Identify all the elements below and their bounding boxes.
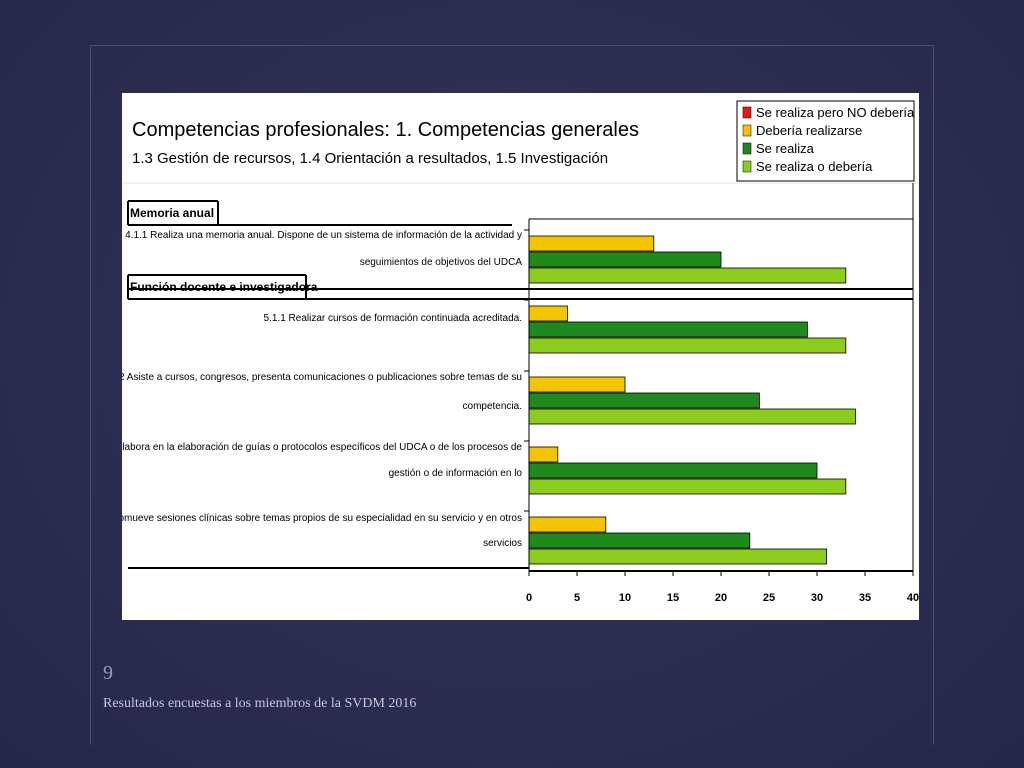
chart-legend: Se realiza pero NO debería Debería realiz…	[122, 100, 919, 184]
legend-box	[736, 100, 915, 182]
x-tick-label: 30	[811, 592, 823, 604]
category-label: 4.1.1 Realiza una memoria anual. Dispone…	[125, 230, 522, 241]
frame-line-right	[933, 45, 934, 745]
legend-label: Se realiza o debería	[756, 159, 873, 174]
chart-subtitle: 1.3 Gestión de recursos, 1.4 Orientación…	[132, 150, 608, 167]
x-tick-label: 5	[574, 592, 580, 604]
x-tick-label: 25	[763, 592, 775, 604]
bar	[528, 305, 568, 322]
category-label: 5.1.4 Promueve sesiones clínicas sobre t…	[122, 513, 522, 524]
chart-image: Competencias profesionales: 1. Competenc…	[122, 93, 919, 620]
x-tick-label: 20	[715, 592, 727, 604]
x-tick-label: 40	[907, 592, 919, 604]
x-tick-label: 0	[526, 592, 532, 604]
legend-swatch	[742, 142, 752, 155]
x-tick-label: 15	[667, 592, 679, 604]
category-labels: 4.1.1 Realiza una memoria anual. Dispone…	[122, 229, 529, 549]
legend-swatch	[742, 106, 752, 119]
bar	[528, 337, 847, 354]
x-tick-label: 10	[619, 592, 631, 604]
bar	[528, 478, 847, 495]
x-tick-label: 35	[859, 592, 871, 604]
section-title: Memoria anual	[130, 206, 214, 220]
section-title: Función docente e investigadora	[130, 280, 318, 294]
category-label: 5.1.2 Asiste a cursos, congresos, presen…	[122, 372, 522, 383]
bar	[528, 235, 655, 252]
legend-label: Se realiza	[756, 141, 815, 156]
bar	[528, 532, 751, 549]
bars	[528, 235, 856, 565]
category-label: 5.1.1 Realizar cursos de formación conti…	[264, 313, 522, 324]
bar	[528, 548, 828, 565]
bar	[528, 462, 818, 479]
legend-swatch	[742, 124, 752, 137]
bar	[528, 251, 722, 268]
category-label: competencia.	[463, 401, 522, 412]
legend-label: Debería realizarse	[756, 123, 862, 138]
legend-swatch	[742, 160, 752, 173]
frame-line-top	[90, 45, 934, 46]
x-axis: 0 5 10 15 20 25 30 35 40	[128, 183, 919, 604]
bar	[528, 321, 808, 338]
bar	[528, 267, 847, 284]
bar	[528, 392, 760, 409]
category-label: servicios	[483, 538, 522, 549]
bar	[528, 446, 559, 463]
chart-title: Competencias profesionales: 1. Competenc…	[132, 119, 639, 141]
bar-chart: Competencias profesionales: 1. Competenc…	[122, 100, 919, 604]
page-number: 9	[103, 662, 113, 684]
category-label: seguimientos de objetivos del UDCA	[360, 257, 523, 268]
category-label: 5.1.3 Colabora en la elaboración de guía…	[122, 442, 522, 453]
category-label: gestión o de información en lo	[389, 468, 523, 479]
bar	[528, 516, 607, 533]
bar	[528, 376, 626, 393]
slide-footer: Resultados encuestas a los miembros de l…	[103, 696, 417, 711]
legend-label: Se realiza pero NO debería	[756, 105, 915, 120]
section-headers: Memoria anual Función docente e investiga…	[127, 200, 913, 300]
bar	[528, 408, 856, 425]
frame-line-left	[90, 45, 91, 745]
